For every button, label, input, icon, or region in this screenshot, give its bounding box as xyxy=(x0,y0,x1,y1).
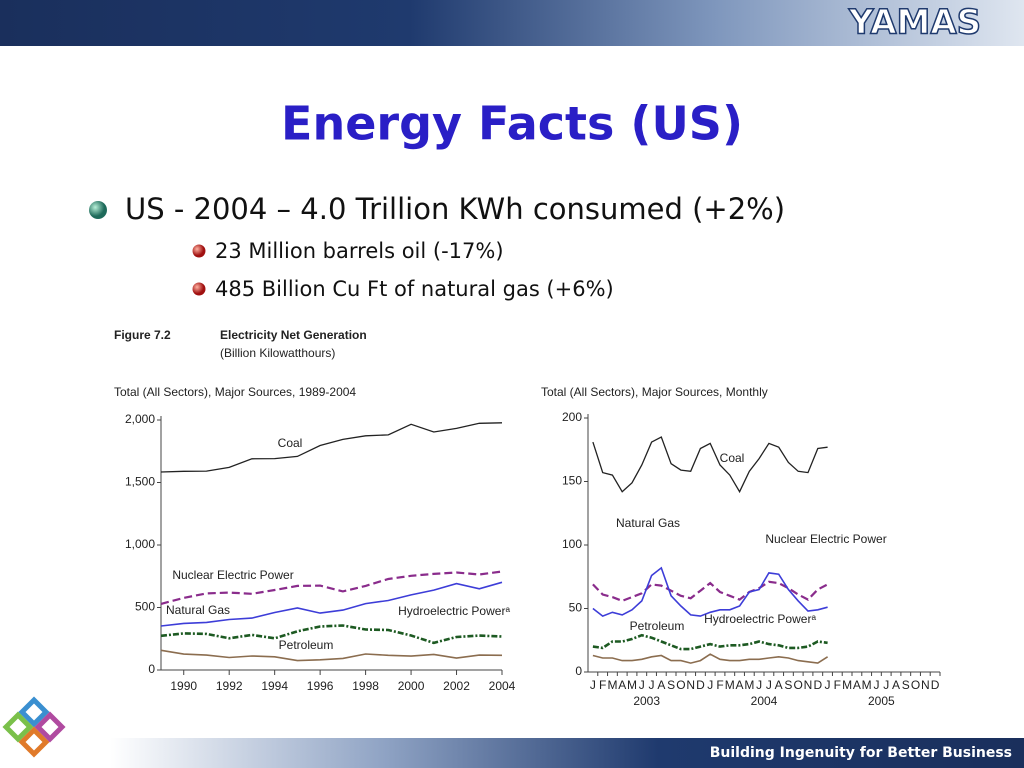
x-tick-label: F xyxy=(599,678,606,692)
x-tick-label: M xyxy=(627,678,637,692)
x-tick-label: J xyxy=(883,678,889,692)
x-tick-label: O xyxy=(911,678,920,692)
y-tick-label: 2,000 xyxy=(125,412,155,426)
x-tick-label: J xyxy=(707,678,713,692)
y-tick-label: 150 xyxy=(562,474,582,488)
x-tick-label: S xyxy=(902,678,910,692)
x-tick-label: A xyxy=(853,678,861,692)
bullet-icon xyxy=(89,201,107,219)
series-label: Natural Gas xyxy=(616,516,680,530)
sub-bullet: 485 Billion Cu Ft of natural gas (+6%) xyxy=(215,277,614,301)
x-tick-label: J xyxy=(590,678,596,692)
x-tick-label: A xyxy=(618,678,626,692)
x-tick-label: F xyxy=(834,678,841,692)
year-label: 2004 xyxy=(751,694,778,708)
x-tick-label: M xyxy=(862,678,872,692)
series-line xyxy=(160,581,503,627)
chart-title: Total (All Sectors), Major Sources, 1989… xyxy=(114,385,356,399)
y-tick-label: 100 xyxy=(562,537,582,551)
sub-bullet-icon xyxy=(192,282,206,296)
x-tick-label: M xyxy=(725,678,735,692)
series-line xyxy=(592,580,829,603)
y-tick-label: 50 xyxy=(569,601,583,615)
year-label: 2003 xyxy=(633,694,660,708)
series-line xyxy=(160,624,503,645)
x-tick-label: D xyxy=(931,678,940,692)
x-tick-label: J xyxy=(756,678,762,692)
x-tick-label: A xyxy=(775,678,783,692)
x-tick-label: M xyxy=(607,678,617,692)
x-tick-label: A xyxy=(892,678,900,692)
series-line xyxy=(592,436,828,494)
sub-bullet-icon xyxy=(192,244,206,258)
x-tick-label: S xyxy=(784,678,792,692)
y-tick-label: 0 xyxy=(148,662,155,676)
footer-bar xyxy=(110,738,1024,768)
x-tick-label: 2002 xyxy=(443,679,470,693)
x-tick-label: N xyxy=(921,678,930,692)
series-label: Hydroelectric Powerᵃ xyxy=(398,604,510,618)
figure-number: Figure 7.2 xyxy=(114,328,171,342)
x-tick-label: J xyxy=(766,678,772,692)
y-tick-label: 200 xyxy=(562,410,582,424)
series-label: Hydroelectric Powerᵃ xyxy=(704,612,816,626)
x-tick-label: S xyxy=(667,678,675,692)
sub-bullet: 23 Million barrels oil (-17%) xyxy=(215,239,504,263)
series-label: Nuclear Electric Power xyxy=(765,532,886,546)
series-line xyxy=(592,633,828,651)
series-label: Coal xyxy=(278,436,303,450)
chart-title: Total (All Sectors), Major Sources, Mont… xyxy=(541,385,768,399)
y-tick-label: 1,000 xyxy=(125,537,155,551)
y-tick-label: 0 xyxy=(575,664,582,678)
x-tick-label: 2004 xyxy=(489,679,516,693)
series-line xyxy=(160,570,503,605)
x-tick-label: D xyxy=(696,678,705,692)
x-tick-label: O xyxy=(794,678,803,692)
x-tick-label: A xyxy=(736,678,744,692)
footer-text: Building Ingenuity for Better Business xyxy=(710,745,1012,761)
x-tick-label: J xyxy=(873,678,879,692)
figure-units: (Billion Kilowatthours) xyxy=(220,346,335,360)
x-tick-label: N xyxy=(804,678,813,692)
series-label: Petroleum xyxy=(279,638,334,652)
x-tick-label: M xyxy=(842,678,852,692)
corner-logo xyxy=(2,696,66,758)
series-line xyxy=(592,653,829,664)
series-label: Natural Gas xyxy=(166,603,230,617)
x-tick-label: 2000 xyxy=(398,679,425,693)
year-label: 2005 xyxy=(868,694,895,708)
y-tick-label: 1,500 xyxy=(125,475,155,489)
slide-title: Energy Facts (US) xyxy=(281,97,743,151)
charts: Total (All Sectors), Major Sources, 1989… xyxy=(114,385,941,708)
x-tick-label: 1990 xyxy=(170,679,197,693)
logo: YAMAS xyxy=(848,3,981,43)
x-tick-label: M xyxy=(744,678,754,692)
bullet: US - 2004 – 4.0 Trillion KWh consumed (+… xyxy=(125,192,785,226)
x-tick-label: J xyxy=(825,678,831,692)
figure-title: Electricity Net Generation xyxy=(220,328,367,342)
x-tick-label: N xyxy=(686,678,695,692)
figure: Figure 7.2 Electricity Net Generation (B… xyxy=(114,328,367,360)
x-tick-label: F xyxy=(716,678,723,692)
header-bar xyxy=(0,0,1024,46)
x-tick-label: 1992 xyxy=(216,679,243,693)
x-tick-label: O xyxy=(676,678,685,692)
series-line xyxy=(160,422,503,473)
series-line xyxy=(592,566,828,618)
series-line xyxy=(160,649,503,662)
x-tick-label: J xyxy=(639,678,645,692)
x-tick-label: 1994 xyxy=(261,679,288,693)
series-label: Coal xyxy=(720,451,745,465)
x-tick-label: J xyxy=(649,678,655,692)
y-tick-label: 500 xyxy=(135,600,155,614)
x-tick-label: 1996 xyxy=(307,679,334,693)
series-label: Petroleum xyxy=(630,619,685,633)
x-tick-label: 1998 xyxy=(352,679,379,693)
x-tick-label: A xyxy=(657,678,665,692)
series-label: Nuclear Electric Power xyxy=(172,568,293,582)
x-tick-label: D xyxy=(813,678,822,692)
